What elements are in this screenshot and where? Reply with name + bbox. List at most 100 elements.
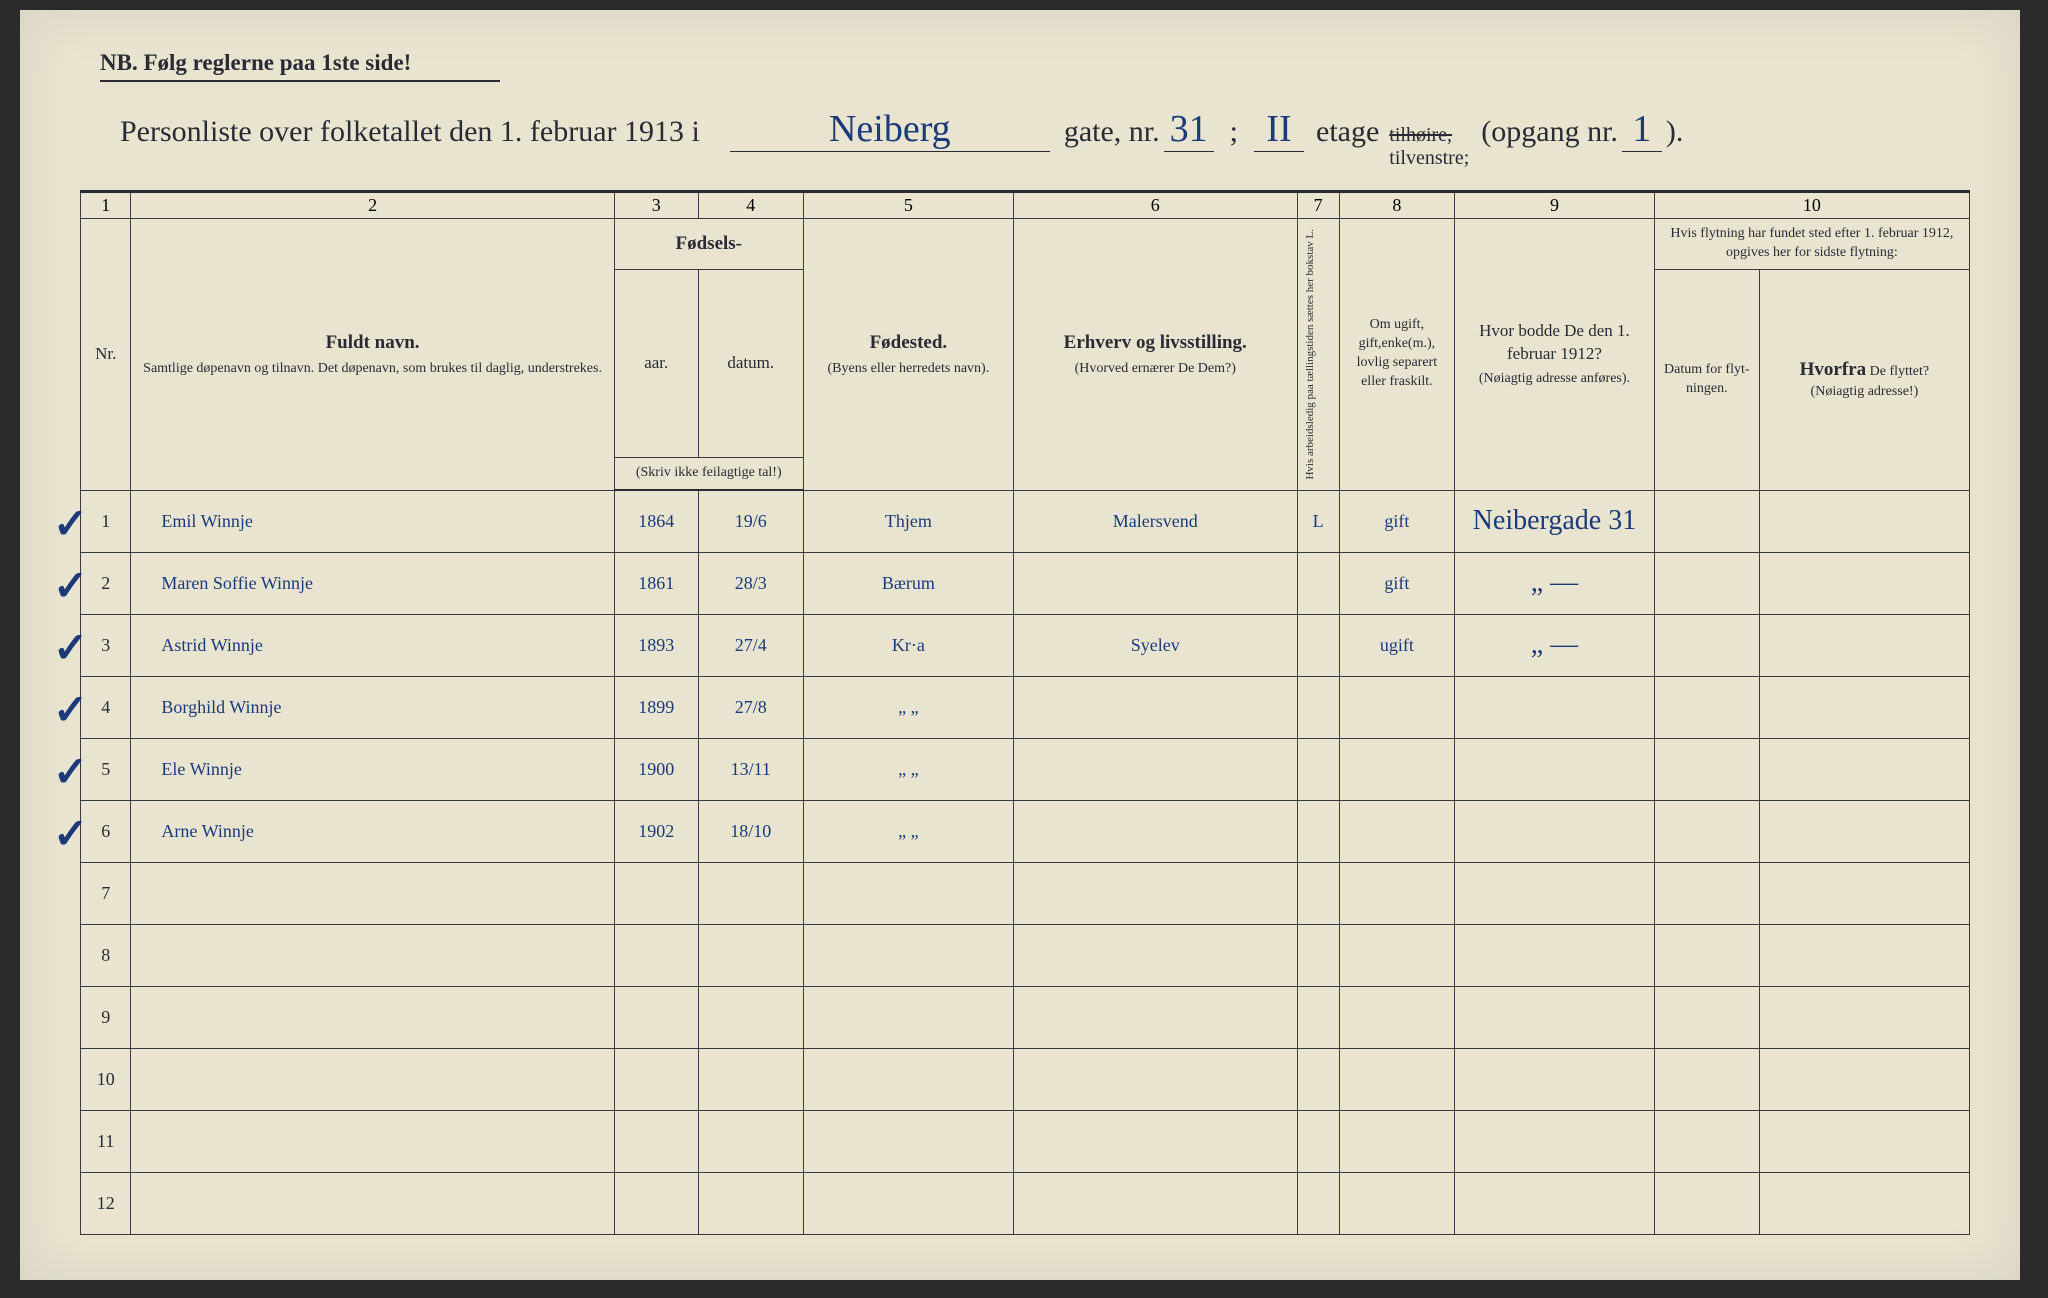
row-nr: 9	[81, 986, 131, 1048]
row-marital: gift	[1339, 552, 1455, 614]
row-year: 1902	[614, 800, 698, 862]
colnum-2: 2	[131, 192, 614, 219]
row-col7	[1297, 986, 1339, 1048]
hoire-strike: tilhøire,	[1389, 124, 1452, 146]
row-place	[803, 862, 1013, 924]
hdr-name: Fuldt navn. Samtlige døpenavn og tilnavn…	[131, 219, 614, 491]
table-row: ✓ 1 Emil Winnje 1864 19/6 Thjem Malersve…	[81, 490, 1970, 552]
row-name	[131, 1048, 614, 1110]
street-field: Neiberg	[730, 107, 1050, 152]
table-row: 9	[81, 986, 1970, 1048]
etage-field: II	[1254, 107, 1304, 152]
row-move-from	[1759, 1048, 1969, 1110]
row-occupation	[1013, 986, 1297, 1048]
row-place	[803, 1048, 1013, 1110]
check-mark: ✓	[53, 685, 88, 735]
row-move-from	[1759, 490, 1969, 552]
row-move-from	[1759, 1172, 1969, 1234]
row-nr: 11	[81, 1110, 131, 1172]
row-year	[614, 1172, 698, 1234]
row-marital	[1339, 986, 1455, 1048]
row-year: 1893	[614, 614, 698, 676]
hdr-datum: datum.	[698, 269, 803, 457]
row-marital	[1339, 1172, 1455, 1234]
table-row: ✓ 5 Ele Winnje 1900 13/11 „ „	[81, 738, 1970, 800]
row-year: 1899	[614, 676, 698, 738]
row-place	[803, 1110, 1013, 1172]
table-row: ✓ 2 Maren Soffie Winnje 1861 28/3 Bærum …	[81, 552, 1970, 614]
row-nr: 8	[81, 924, 131, 986]
row-marital	[1339, 800, 1455, 862]
row-nr: ✓ 6	[81, 800, 131, 862]
row-col7	[1297, 862, 1339, 924]
row-marital	[1339, 924, 1455, 986]
table-row: 7	[81, 862, 1970, 924]
row-address-1912	[1455, 800, 1655, 862]
row-move-from	[1759, 800, 1969, 862]
table-row: 10	[81, 1048, 1970, 1110]
row-date: 18/10	[698, 800, 803, 862]
row-place	[803, 986, 1013, 1048]
table-row: ✓ 6 Arne Winnje 1902 18/10 „ „	[81, 800, 1970, 862]
row-place: „ „	[803, 800, 1013, 862]
row-col7	[1297, 1172, 1339, 1234]
row-place: „ „	[803, 738, 1013, 800]
row-marital	[1339, 738, 1455, 800]
row-nr: ✓ 5	[81, 738, 131, 800]
row-nr: 7	[81, 862, 131, 924]
row-address-1912	[1455, 862, 1655, 924]
row-place	[803, 924, 1013, 986]
colnum-5: 5	[803, 192, 1013, 219]
gate-nr: 31	[1164, 107, 1214, 152]
row-address-1912	[1455, 924, 1655, 986]
census-table: 1 2 3 4 5 6 7 8 9 10 Nr. Fuldt navn. Sam…	[80, 190, 1970, 1235]
row-address-1912	[1455, 1048, 1655, 1110]
row-name: Arne Winnje	[131, 800, 614, 862]
check-mark: ✓	[53, 809, 88, 859]
row-move-date	[1654, 676, 1759, 738]
row-place: Bærum	[803, 552, 1013, 614]
hdr-fodested: Fødested. (Byens eller herredets navn).	[803, 219, 1013, 491]
row-col7	[1297, 676, 1339, 738]
row-date	[698, 986, 803, 1048]
check-mark: ✓	[53, 623, 88, 673]
row-occupation	[1013, 862, 1297, 924]
row-year	[614, 986, 698, 1048]
gate-label: gate, nr.	[1064, 115, 1160, 149]
row-place: Kr·a	[803, 614, 1013, 676]
row-date	[698, 1048, 803, 1110]
row-address-1912	[1455, 1172, 1655, 1234]
check-mark: ✓	[53, 561, 88, 611]
row-address-1912: „ —	[1455, 614, 1655, 676]
table-row: 8	[81, 924, 1970, 986]
row-name: Emil Winnje	[131, 490, 614, 552]
row-move-date	[1654, 738, 1759, 800]
row-occupation	[1013, 924, 1297, 986]
row-move-date	[1654, 490, 1759, 552]
row-move-from	[1759, 614, 1969, 676]
hdr-skriv: (Skriv ikke feilagtige tal!)	[614, 458, 803, 490]
row-col7	[1297, 738, 1339, 800]
row-address-1912	[1455, 676, 1655, 738]
check-mark: ✓	[53, 499, 88, 549]
hdr-col8: Om ugift, gift,enke(m.), lovlig separert…	[1339, 219, 1455, 491]
row-nr: ✓ 4	[81, 676, 131, 738]
check-mark: ✓	[53, 747, 88, 797]
row-name: Astrid Winnje	[131, 614, 614, 676]
hdr-col10a: Datum for flyt-ningen.	[1654, 269, 1759, 490]
table-row: 11	[81, 1110, 1970, 1172]
colnum-9: 9	[1455, 192, 1655, 219]
row-name	[131, 986, 614, 1048]
row-year	[614, 1048, 698, 1110]
row-col7	[1297, 614, 1339, 676]
row-date: 19/6	[698, 490, 803, 552]
row-move-from	[1759, 986, 1969, 1048]
row-marital	[1339, 862, 1455, 924]
title-close: ).	[1666, 115, 1684, 149]
row-date: 27/8	[698, 676, 803, 738]
row-marital	[1339, 676, 1455, 738]
row-date	[698, 1172, 803, 1234]
row-date	[698, 862, 803, 924]
table-row: ✓ 4 Borghild Winnje 1899 27/8 „ „	[81, 676, 1970, 738]
colnum-4: 4	[698, 192, 803, 219]
